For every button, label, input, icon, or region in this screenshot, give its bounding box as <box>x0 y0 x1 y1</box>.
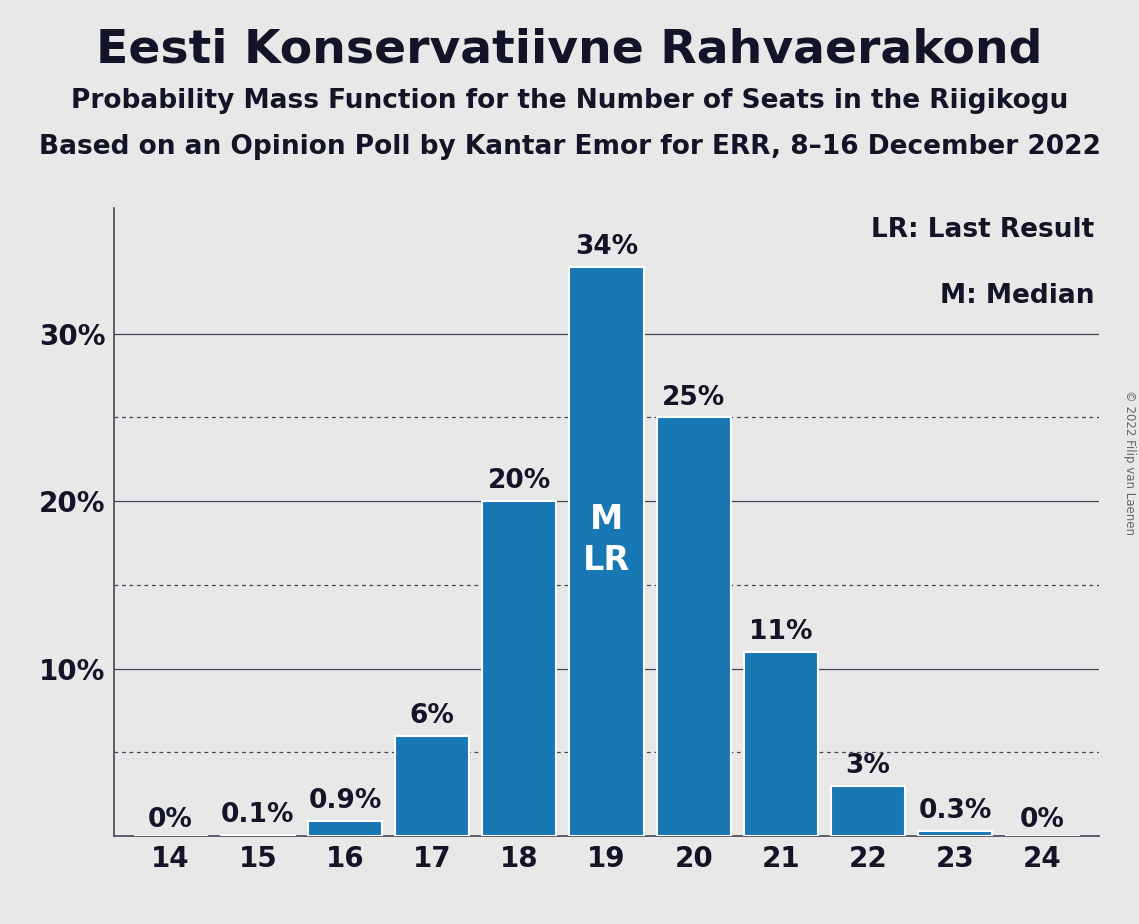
Text: 0.1%: 0.1% <box>221 802 295 828</box>
Text: Probability Mass Function for the Number of Seats in the Riigikogu: Probability Mass Function for the Number… <box>71 88 1068 114</box>
Bar <box>744 652 818 836</box>
Text: LR: Last Result: LR: Last Result <box>871 217 1095 243</box>
Text: M
LR: M LR <box>583 503 630 577</box>
Text: Eesti Konservatiivne Rahvaerakond: Eesti Konservatiivne Rahvaerakond <box>97 28 1042 73</box>
Text: 11%: 11% <box>749 619 812 645</box>
Bar <box>221 834 295 836</box>
Bar <box>308 821 382 836</box>
Text: 6%: 6% <box>410 703 454 729</box>
Bar <box>657 418 731 836</box>
Text: 0.9%: 0.9% <box>309 788 382 814</box>
Bar <box>831 786 906 836</box>
Text: 34%: 34% <box>575 234 638 260</box>
Text: 0.3%: 0.3% <box>918 798 992 824</box>
Bar <box>570 266 644 836</box>
Text: © 2022 Filip van Laenen: © 2022 Filip van Laenen <box>1123 390 1137 534</box>
Text: 20%: 20% <box>487 468 551 494</box>
Text: 0%: 0% <box>1021 807 1065 833</box>
Text: Based on an Opinion Poll by Kantar Emor for ERR, 8–16 December 2022: Based on an Opinion Poll by Kantar Emor … <box>39 134 1100 160</box>
Text: 25%: 25% <box>662 384 726 410</box>
Text: M: Median: M: Median <box>940 284 1095 310</box>
Text: 3%: 3% <box>845 753 891 779</box>
Bar <box>395 736 469 836</box>
Text: 0%: 0% <box>148 807 192 833</box>
Bar <box>918 832 992 836</box>
Bar <box>482 501 556 836</box>
